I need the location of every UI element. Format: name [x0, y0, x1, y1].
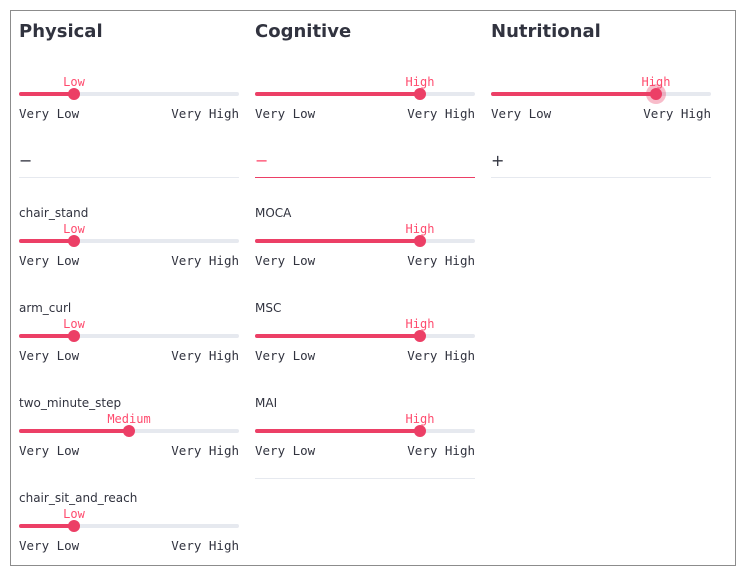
slider-thumb[interactable] — [123, 425, 135, 437]
column-title: Cognitive — [255, 21, 352, 42]
slider-fill — [491, 92, 656, 96]
slider-max-label: Very High — [171, 253, 239, 268]
slider-label: arm_curl — [19, 301, 72, 315]
slider-max-label: Very High — [407, 443, 475, 458]
slider-thumb[interactable] — [414, 88, 426, 100]
slider-min-label: Very Low — [255, 106, 316, 121]
slider-min-label: Very Low — [491, 106, 552, 121]
slider-chair-sit-and-reach[interactable]: chair_sit_and_reach Low Very Low Very Hi… — [19, 491, 239, 569]
slider-max-label: Very High — [643, 106, 711, 121]
slider-thumb[interactable] — [68, 235, 80, 247]
slider-value: High — [405, 317, 435, 331]
slider-max-label: Very High — [171, 106, 239, 121]
slider-min-label: Very Low — [19, 538, 80, 553]
slider-max-label: Very High — [171, 443, 239, 458]
slider-value: High — [405, 222, 435, 236]
slider-fill — [19, 524, 74, 528]
slider-msc[interactable]: MSC High Very Low Very High — [255, 301, 475, 379]
slider-fill — [255, 239, 420, 243]
slider-label: MAI — [255, 396, 278, 410]
cognitive-main-slider[interactable]: High Very Low Very High — [255, 75, 475, 137]
slider-mai[interactable]: MAI High Very Low Very High — [255, 396, 475, 474]
slider-track[interactable] — [19, 524, 239, 528]
slider-value: Low — [63, 75, 85, 89]
collapse-icon: − — [19, 151, 33, 170]
cognitive-expander-toggle[interactable]: − — [255, 151, 475, 178]
slider-max-label: Very High — [407, 253, 475, 268]
slider-min-label: Very Low — [19, 253, 80, 268]
slider-value: High — [405, 75, 435, 89]
slider-value: High — [641, 75, 671, 89]
slider-fill — [255, 334, 420, 338]
slider-thumb[interactable] — [68, 88, 80, 100]
slider-label: MSC — [255, 301, 282, 315]
dashboard-frame: Physical Low Very Low Very High − chair_… — [10, 10, 736, 566]
nutritional-expander-toggle[interactable]: + — [491, 151, 711, 178]
slider-max-label: Very High — [407, 348, 475, 363]
slider-track[interactable] — [19, 239, 239, 243]
slider-fill — [255, 92, 420, 96]
slider-label: MOCA — [255, 206, 292, 220]
slider-label: chair_stand — [19, 206, 89, 220]
slider-value: Low — [63, 507, 85, 521]
slider-value: Low — [63, 222, 85, 236]
slider-two-minute-step[interactable]: two_minute_step Medium Very Low Very Hig… — [19, 396, 239, 474]
slider-fill — [19, 334, 74, 338]
slider-min-label: Very Low — [255, 443, 316, 458]
slider-thumb[interactable] — [414, 425, 426, 437]
nutritional-main-slider[interactable]: High Very Low Very High — [491, 75, 711, 137]
slider-thumb[interactable] — [414, 330, 426, 342]
slider-min-label: Very Low — [19, 348, 80, 363]
physical-expander-toggle[interactable]: − — [19, 151, 239, 178]
slider-fill — [19, 92, 74, 96]
slider-chair-stand[interactable]: chair_stand Low Very Low Very High — [19, 206, 239, 284]
expand-icon: + — [491, 151, 505, 170]
slider-min-label: Very Low — [255, 253, 316, 268]
slider-min-label: Very Low — [19, 106, 80, 121]
slider-track[interactable] — [19, 334, 239, 338]
slider-min-label: Very Low — [19, 443, 80, 458]
slider-max-label: Very High — [171, 538, 239, 553]
slider-max-label: Very High — [171, 348, 239, 363]
slider-label: chair_sit_and_reach — [19, 491, 138, 505]
expander-bottom-divider — [255, 478, 475, 479]
slider-fill — [19, 239, 74, 243]
slider-max-label: Very High — [407, 106, 475, 121]
collapse-icon: − — [255, 151, 269, 170]
column-title: Nutritional — [491, 21, 601, 42]
column-title: Physical — [19, 21, 103, 42]
slider-track[interactable] — [19, 92, 239, 96]
slider-label: two_minute_step — [19, 396, 122, 410]
slider-thumb[interactable] — [68, 330, 80, 342]
slider-arm-curl[interactable]: arm_curl Low Very Low Very High — [19, 301, 239, 379]
slider-thumb[interactable] — [68, 520, 80, 532]
slider-fill — [255, 429, 420, 433]
slider-min-label: Very Low — [255, 348, 316, 363]
slider-thumb[interactable] — [414, 235, 426, 247]
slider-fill — [19, 429, 129, 433]
slider-value: High — [405, 412, 435, 426]
slider-thumb[interactable] — [650, 88, 662, 100]
slider-value: Low — [63, 317, 85, 331]
physical-main-slider[interactable]: Low Very Low Very High — [19, 75, 239, 137]
slider-moca[interactable]: MOCA High Very Low Very High — [255, 206, 475, 284]
slider-value: Medium — [107, 412, 151, 426]
